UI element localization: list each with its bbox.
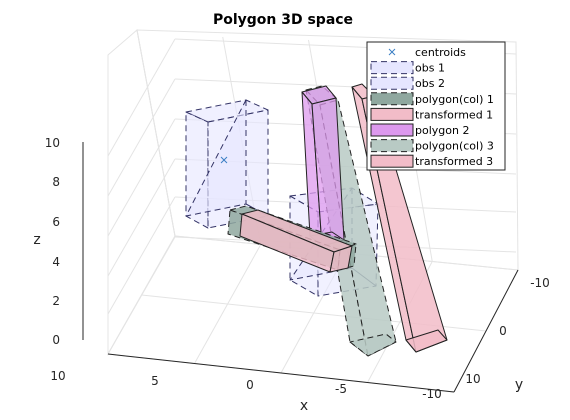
x-tick-label: 10 [50,369,65,383]
z-axis-label: z [33,232,40,248]
legend-entry: obs 2 [370,76,445,90]
axis-ticks: 10 5 0 -5 -10 -10 0 10 0 2 4 6 8 10 [45,136,550,401]
x-tick-label: 0 [246,378,254,392]
legend-label: obs 1 [415,62,445,75]
polygon-2-prism [301,85,345,247]
polygon-shapes [185,83,448,357]
legend-label: obs 2 [415,77,445,90]
y-axis-label: y [515,377,523,393]
legend-label: transformed 3 [415,155,493,168]
y-tick-label: 0 [499,324,507,338]
z-tick-label: 6 [52,215,60,229]
chart-title: Polygon 3D space [213,12,353,28]
y-axis-line [453,269,519,393]
legend-entry: transformed 1 [370,107,493,121]
legend-label: polygon 2 [415,124,469,137]
x-axis-label: x [300,398,308,414]
legend: centroids obs 1 obs 2 polygon(col) 1 transfo… [366,41,506,171]
legend-entry: polygon(col) 3 [370,139,494,153]
z-tick-label: 4 [52,255,60,269]
y-tick-label: -10 [530,276,550,290]
legend-label: transformed 1 [415,108,493,121]
x-tick-label: -10 [422,387,442,401]
z-tick-label: 8 [52,175,60,189]
legend-label: centroids [415,46,466,59]
legend-entry: polygon 2 [370,123,469,137]
obs-1-box [185,99,269,229]
legend-entry: polygon(col) 1 [370,92,494,106]
centroid-marker [220,156,228,164]
legend-label: polygon(col) 1 [415,93,494,106]
legend-entry: obs 1 [370,61,445,75]
legend-label: polygon(col) 3 [415,140,494,153]
y-tick-label: 10 [465,372,480,386]
transformed-1-slab [239,209,353,273]
x-axis-line [107,353,455,393]
legend-entry: transformed 3 [370,154,493,168]
z-tick-label: 0 [52,333,60,347]
legend-entry: centroids [388,46,466,59]
z-tick-label: 10 [45,136,60,150]
z-tick-label: 2 [52,294,60,308]
x-tick-label: 5 [151,374,159,388]
x-tick-label: -5 [335,382,347,396]
